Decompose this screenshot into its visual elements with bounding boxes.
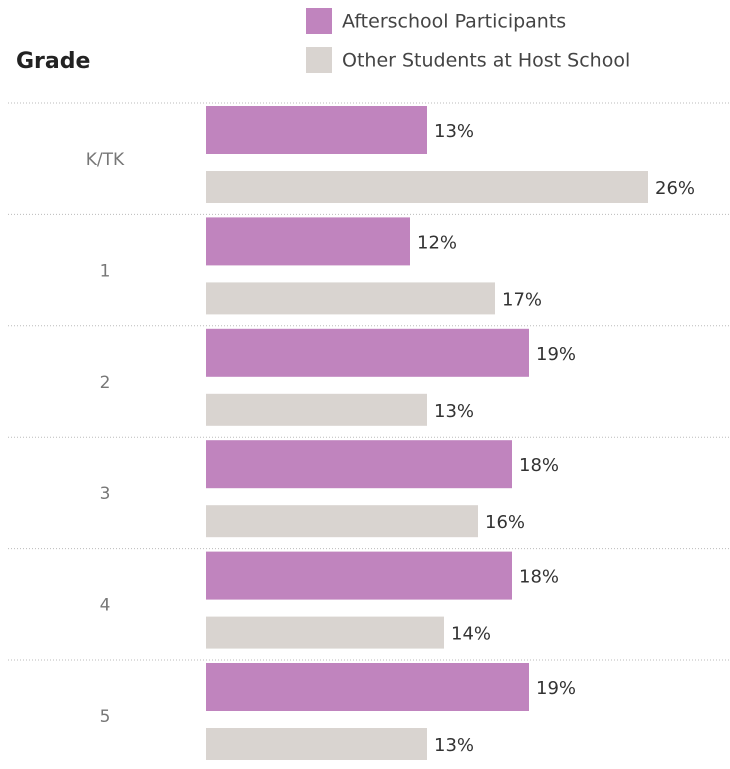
bar bbox=[206, 106, 427, 154]
value-label: 18% bbox=[519, 455, 559, 476]
value-label: 19% bbox=[536, 678, 576, 699]
value-label: 13% bbox=[434, 121, 474, 142]
category-label: 2 bbox=[100, 373, 111, 393]
value-label: 19% bbox=[536, 344, 576, 365]
bar bbox=[206, 505, 478, 538]
category-label: 5 bbox=[100, 707, 111, 727]
axis-title: Grade bbox=[16, 49, 90, 74]
category-label: K/TK bbox=[86, 150, 125, 170]
bar bbox=[206, 328, 529, 377]
bar bbox=[206, 282, 495, 315]
bar bbox=[206, 393, 427, 426]
value-label: 13% bbox=[434, 735, 474, 756]
bar bbox=[206, 551, 512, 600]
category-label: 1 bbox=[100, 261, 111, 281]
bar bbox=[206, 171, 648, 203]
value-label: 12% bbox=[417, 232, 457, 253]
bar bbox=[206, 440, 512, 489]
bar bbox=[206, 217, 410, 266]
value-label: 14% bbox=[451, 624, 491, 645]
legend-label: Other Students at Host School bbox=[342, 50, 630, 72]
value-label: 26% bbox=[655, 178, 695, 199]
bar bbox=[206, 728, 427, 760]
legend-swatch bbox=[306, 8, 332, 34]
value-label: 13% bbox=[434, 401, 474, 422]
bar bbox=[206, 663, 529, 711]
value-label: 18% bbox=[519, 567, 559, 588]
value-label: 16% bbox=[485, 512, 525, 533]
value-label: 17% bbox=[502, 289, 542, 310]
legend-swatch bbox=[306, 47, 332, 73]
category-label: 3 bbox=[100, 484, 111, 504]
bar bbox=[206, 616, 444, 649]
category-label: 4 bbox=[100, 596, 111, 616]
legend-label: Afterschool Participants bbox=[342, 11, 566, 33]
